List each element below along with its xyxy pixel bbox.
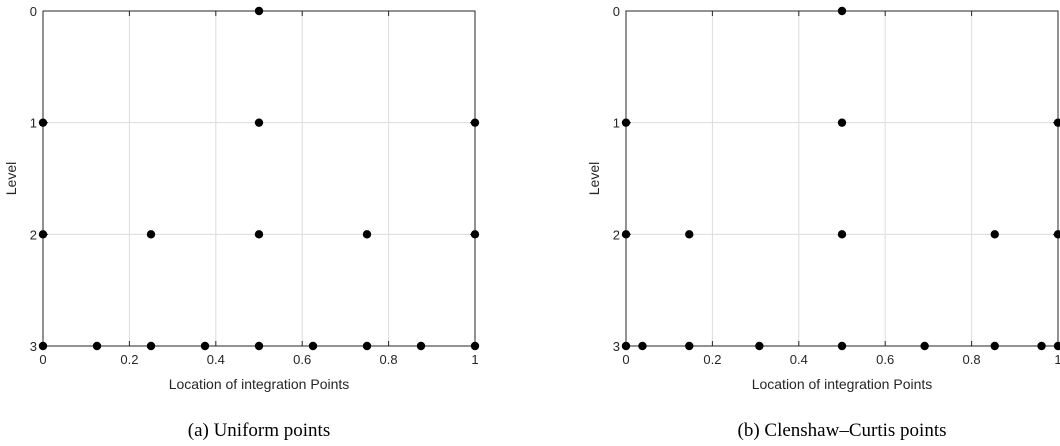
x-tick-label: 0.6 (876, 352, 894, 367)
y-tick-label: 2 (30, 227, 37, 242)
y-tick-label: 1 (30, 116, 37, 131)
data-point (146, 341, 156, 351)
data-point (200, 341, 210, 351)
y-tick-label: 0 (30, 4, 37, 19)
data-points (621, 6, 1060, 351)
grid (42, 10, 476, 347)
y-tick-label: 0 (613, 4, 620, 19)
chart-panel-uniform: 0 0.2 0.4 0.6 0.8 1 0 1 2 3 Location of integrati… (3, 4, 480, 441)
data-point (38, 118, 48, 127)
x-tick-label: 0 (39, 352, 46, 367)
y-tick-label: 1 (613, 116, 620, 131)
plot-frame (42, 10, 476, 347)
data-point (1053, 341, 1060, 351)
x-tick-label: 1 (1054, 352, 1060, 367)
data-point (621, 341, 631, 351)
plot-frame (625, 10, 1059, 347)
figure-caption: (a) Uniform points (188, 420, 330, 441)
data-point (92, 341, 102, 351)
figure-caption: (b) Clenshaw–Curtis points (738, 420, 947, 441)
x-tick-label: 0.2 (120, 352, 138, 367)
x-tick-label: 0.2 (703, 352, 721, 367)
data-point (38, 341, 48, 351)
data-point (308, 341, 318, 351)
data-point (362, 341, 372, 351)
y-axis-label: Level (586, 162, 602, 195)
x-tick-label: 0.6 (293, 352, 311, 367)
data-point (146, 230, 156, 239)
data-point (920, 341, 929, 351)
data-point (254, 341, 264, 351)
data-point (470, 341, 480, 351)
x-tick-label: 0.4 (790, 352, 808, 367)
data-point (621, 118, 631, 127)
data-point (685, 341, 694, 351)
x-tick-label: 0 (622, 352, 629, 367)
x-tick-label: 0.8 (963, 352, 981, 367)
data-point (990, 230, 999, 239)
y-tick-label: 2 (613, 227, 620, 242)
y-tick-label: 3 (613, 339, 620, 354)
x-tick-label: 0.4 (207, 352, 225, 367)
data-point (362, 230, 372, 239)
y-axis-label: Level (3, 162, 19, 195)
data-point (1037, 341, 1046, 351)
data-point (254, 118, 264, 127)
data-point (470, 118, 480, 127)
ticks: 0 0.2 0.4 0.6 0.8 1 0 1 2 3 (613, 4, 1060, 367)
x-axis-label: Location of integration Points (169, 376, 350, 392)
data-point (755, 341, 764, 351)
ticks: 0 0.2 0.4 0.6 0.8 1 0 1 2 3 (30, 4, 479, 367)
data-point (685, 230, 694, 239)
y-tick-label: 3 (30, 339, 37, 354)
data-point (416, 341, 426, 351)
chart-panel-clenshaw-curtis: 0 0.2 0.4 0.6 0.8 1 0 1 2 3 Location of integrati… (586, 4, 1060, 441)
data-point (837, 230, 847, 239)
data-point (621, 230, 631, 239)
x-tick-label: 0.8 (380, 352, 398, 367)
data-point (638, 341, 647, 351)
data-point (38, 230, 48, 239)
data-point (837, 341, 847, 351)
x-axis-label: Location of integration Points (752, 376, 933, 392)
data-point (837, 6, 847, 16)
data-point (837, 118, 847, 127)
data-point (470, 230, 480, 239)
data-point (1053, 230, 1060, 239)
data-point (990, 341, 999, 351)
grid (625, 10, 1059, 347)
x-tick-label: 1 (471, 352, 478, 367)
data-point (254, 230, 264, 239)
data-point (1053, 118, 1060, 127)
data-points (38, 6, 480, 351)
data-point (254, 6, 264, 16)
